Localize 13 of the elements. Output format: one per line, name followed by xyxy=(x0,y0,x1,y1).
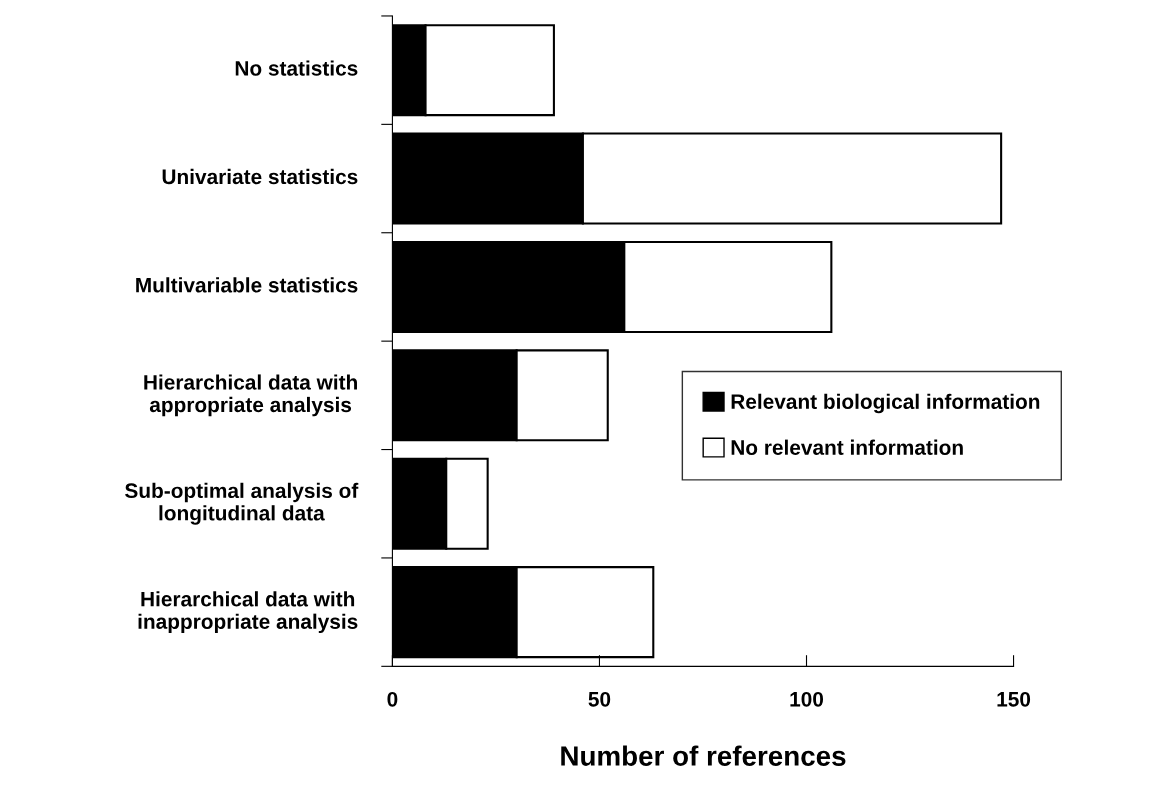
legend-label: Relevant biological information xyxy=(731,393,1040,414)
y-tick-label: Multivariable statistics xyxy=(136,277,358,293)
y-tick-label: Hierarchical data with appropriate analysis xyxy=(144,374,357,417)
x-axis-title: Number of references xyxy=(561,745,846,766)
x-tick-label: 50 xyxy=(588,691,611,707)
legend-label: No relevant information xyxy=(731,439,963,455)
x-tick-label: 0 xyxy=(387,691,398,707)
y-tick-label: Sub-optimal analysis of longitudinal data xyxy=(125,482,359,525)
x-tick-label: 150 xyxy=(997,691,1031,707)
y-tick-label: Univariate statistics xyxy=(162,168,358,185)
y-tick-label: Hierarchical data with inappropriate analysis xyxy=(138,591,358,634)
y-tick-label: No statistics xyxy=(235,60,358,76)
x-tick-label: 100 xyxy=(790,691,824,707)
